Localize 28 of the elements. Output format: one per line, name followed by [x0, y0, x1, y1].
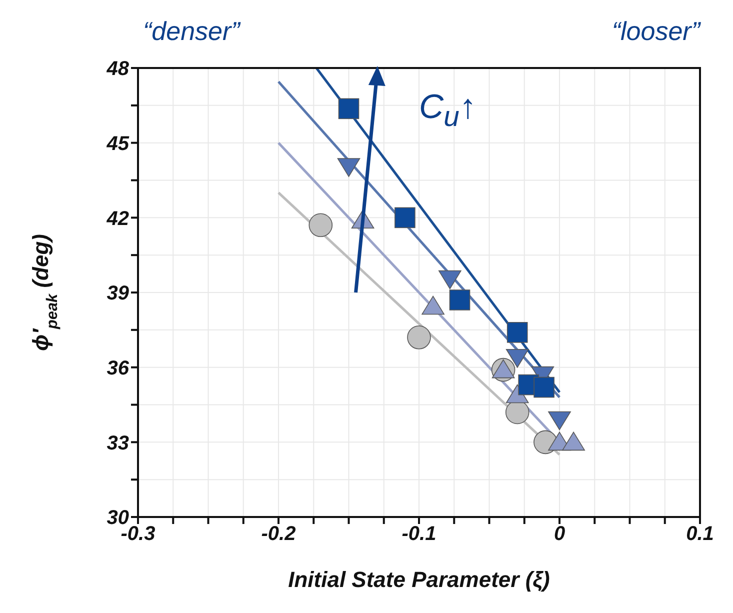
x-tick-label: 0	[554, 523, 566, 546]
point	[308, 213, 333, 238]
y-tick-label: 33	[106, 432, 129, 454]
x-tick-label: -0.2	[261, 523, 296, 546]
x-tick-label: -0.1	[402, 523, 436, 546]
y-tick-label: 45	[106, 132, 130, 155]
point	[562, 432, 585, 451]
point	[548, 411, 571, 430]
annotation: C$_{u}$↑	[419, 88, 478, 134]
x-tick-label: 0.1	[686, 523, 714, 546]
point	[337, 158, 360, 177]
point	[338, 98, 360, 120]
point	[449, 290, 470, 310]
point	[422, 296, 444, 315]
text: “looser”	[610, 16, 700, 47]
point	[506, 348, 529, 368]
point	[394, 207, 416, 228]
y-tick-label: 36	[106, 357, 130, 380]
y-tick-label: 42	[106, 208, 129, 230]
text: “denser”	[143, 16, 242, 47]
x-axis-title: Initial State Parameter (ξ)	[288, 567, 550, 592]
y-tick-label: 48	[106, 58, 130, 80]
point	[407, 326, 431, 350]
point	[438, 270, 462, 290]
point	[506, 322, 528, 343]
point	[492, 359, 515, 378]
y-tick-label: 39	[106, 282, 130, 305]
point	[534, 376, 554, 398]
